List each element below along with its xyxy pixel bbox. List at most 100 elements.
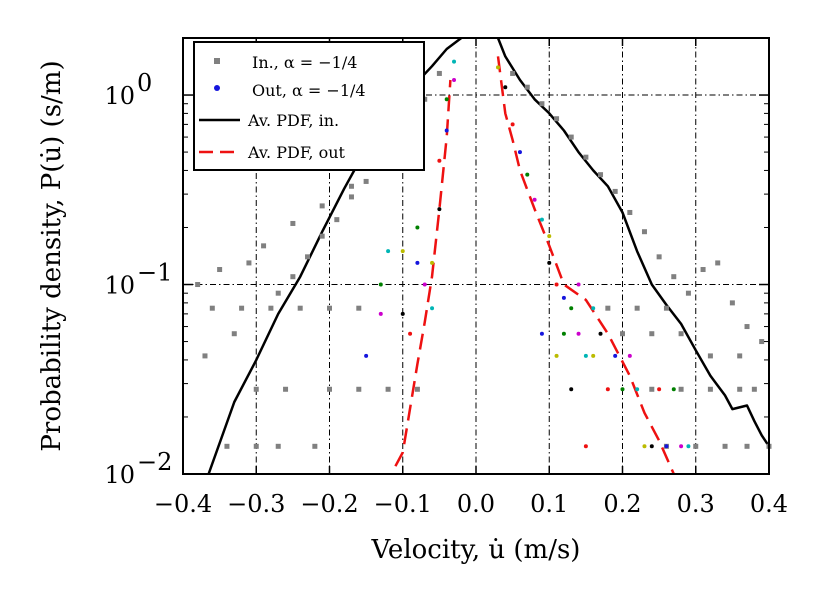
in-point [231, 331, 237, 337]
out-point [561, 295, 566, 300]
in-point [319, 233, 325, 239]
out-point [657, 387, 662, 392]
y-tick-exponent: −2 [137, 448, 172, 476]
in-point [759, 339, 765, 345]
out-point [452, 59, 457, 64]
y-tick-label: 10 −1 [104, 259, 172, 300]
out-point [400, 249, 405, 254]
legend-entry-in-points: In., α = −1/4 [214, 53, 357, 72]
in-point [737, 353, 743, 359]
out-point [686, 444, 691, 449]
in-point [722, 443, 728, 449]
x-tick-label: 0.4 [750, 490, 788, 518]
in-point [539, 101, 545, 107]
out-point [591, 353, 596, 358]
legend-entry-out-points: Out, α = −1/4 [214, 81, 366, 100]
x-tick-label: −0.3 [227, 490, 285, 518]
y-tick-label: 10 0 [104, 69, 152, 110]
out-point [415, 260, 420, 265]
out-point [547, 234, 552, 239]
out-point [554, 282, 559, 287]
in-point [436, 70, 442, 76]
in-point [319, 203, 325, 209]
in-point [620, 331, 625, 337]
series-line [496, 37, 771, 447]
out-point [378, 282, 383, 287]
in-point [305, 254, 311, 260]
out-point [444, 128, 449, 133]
out-point [378, 311, 383, 316]
legend-label-in-points: In., α = −1/4 [252, 53, 357, 72]
in-point [671, 274, 677, 280]
x-tick-label: 0.3 [677, 490, 715, 518]
legend-entry-avg-in: Av. PDF, in. [199, 111, 339, 130]
y-tick-base: 10 [104, 461, 135, 489]
in-point [209, 305, 215, 311]
in-point [246, 260, 252, 266]
in-point [663, 305, 669, 311]
in-point [568, 134, 574, 140]
in-point [729, 300, 735, 306]
out-point [364, 353, 369, 358]
out-point [671, 387, 676, 392]
legend: In., α = −1/4 Out, α = −1/4 Av. PDF, in.… [193, 41, 425, 171]
in-point [685, 290, 691, 296]
grid-lines [183, 38, 769, 474]
out-point [598, 331, 603, 336]
series-layer [207, 37, 771, 475]
out-point [635, 387, 640, 392]
x-tick-label: −0.1 [374, 490, 432, 518]
in-point [510, 70, 516, 76]
in-point [744, 324, 750, 330]
in-point [261, 243, 267, 249]
out-point [642, 444, 647, 449]
out-point [583, 353, 588, 358]
in-point [744, 443, 750, 449]
y-tick-exponent: 0 [137, 69, 152, 97]
in-point [524, 84, 530, 90]
out-point [583, 444, 588, 449]
legend-label-avg-out: Av. PDF, out [247, 143, 346, 162]
out-point [620, 387, 625, 392]
x-tick-label: −0.2 [300, 490, 358, 518]
in-point [348, 194, 354, 200]
in-point [327, 305, 332, 311]
y-tick-base: 10 [104, 82, 135, 110]
out-point [386, 249, 391, 254]
out-point [525, 172, 530, 177]
in-point [253, 443, 259, 449]
out-point [452, 78, 457, 83]
out-point [437, 158, 442, 163]
in-point [327, 386, 332, 392]
out-point [517, 150, 522, 155]
out-point [437, 207, 442, 212]
in-point [605, 305, 611, 311]
in-point [283, 386, 289, 392]
in-point [583, 154, 589, 160]
in-point [363, 178, 369, 184]
out-point [664, 444, 669, 449]
out-point [539, 331, 544, 336]
in-point [275, 443, 281, 449]
in-point [693, 443, 699, 449]
out-point [430, 306, 435, 311]
series-line [394, 79, 452, 467]
in-point [678, 331, 684, 337]
series-line [496, 56, 675, 475]
in-point [649, 386, 655, 392]
x-tick-label: 0.1 [530, 490, 568, 518]
in-point [253, 386, 259, 392]
in-point [356, 305, 362, 311]
out-point [539, 217, 544, 222]
out-point [415, 225, 420, 230]
legend-label-out-points: Out, α = −1/4 [252, 81, 366, 100]
in-point [414, 386, 420, 392]
in-point [334, 217, 340, 223]
in-point [290, 274, 296, 280]
legend-box [193, 41, 425, 171]
in-point [715, 260, 721, 266]
in-point [348, 183, 354, 189]
legend-marker-out-points [214, 85, 220, 91]
